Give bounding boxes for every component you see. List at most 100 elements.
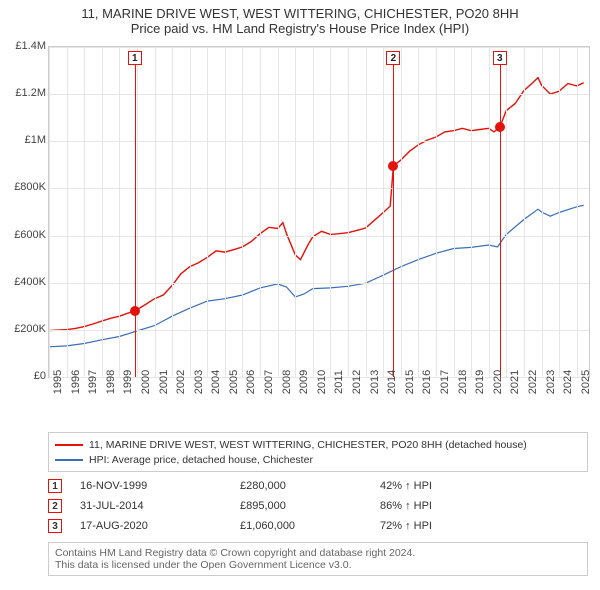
x-axis-label: 2014 [386, 370, 398, 394]
chart-plot-area: 123 [48, 46, 590, 378]
transaction-date: 17-AUG-2020 [80, 520, 240, 532]
x-axis-label: 2011 [333, 370, 345, 394]
footer-line: Contains HM Land Registry data © Crown c… [55, 547, 581, 559]
legend-row: 11, MARINE DRIVE WEST, WEST WITTERING, C… [55, 437, 581, 452]
marker-box: 1 [128, 51, 142, 65]
x-axis-label: 2005 [228, 370, 240, 394]
grid-line [313, 47, 314, 377]
x-axis-label: 2023 [545, 370, 557, 394]
title-line-2: Price paid vs. HM Land Registry's House … [0, 21, 600, 36]
grid-line [401, 47, 402, 377]
x-axis-label: 1996 [70, 370, 82, 394]
marker-dot [388, 161, 398, 171]
x-axis-label: 2000 [140, 370, 152, 394]
grid-line [418, 47, 419, 377]
footer-attribution: Contains HM Land Registry data © Crown c… [48, 542, 588, 576]
marker-dot [495, 122, 505, 132]
grid-line [559, 47, 560, 377]
grid-line [49, 330, 589, 331]
table-row: 1 16-NOV-1999 £280,000 42% ↑ HPI [48, 476, 588, 496]
series-line-property [49, 78, 584, 331]
transaction-marker: 3 [48, 519, 62, 533]
transactions-table: 1 16-NOV-1999 £280,000 42% ↑ HPI 2 31-JU… [48, 476, 588, 536]
y-axis-label: £800K [6, 181, 46, 193]
transaction-price: £1,060,000 [240, 520, 380, 532]
x-axis-label: 2017 [439, 370, 451, 394]
marker-vline [500, 65, 501, 377]
legend-row: HPI: Average price, detached house, Chic… [55, 452, 581, 467]
y-axis-label: £0 [6, 370, 46, 382]
table-row: 3 17-AUG-2020 £1,060,000 72% ↑ HPI [48, 516, 588, 536]
grid-line [260, 47, 261, 377]
grid-line [172, 47, 173, 377]
grid-line [436, 47, 437, 377]
grid-line [155, 47, 156, 377]
x-axis-label: 2022 [527, 370, 539, 394]
transaction-date: 16-NOV-1999 [80, 480, 240, 492]
x-axis-label: 2016 [421, 370, 433, 394]
grid-line [137, 47, 138, 377]
transaction-date: 31-JUL-2014 [80, 500, 240, 512]
x-axis-label: 1999 [122, 370, 134, 394]
series-line-hpi [49, 205, 584, 346]
x-axis-label: 2015 [404, 370, 416, 394]
marker-box: 2 [386, 51, 400, 65]
grid-line [489, 47, 490, 377]
y-axis-label: £200K [6, 323, 46, 335]
grid-line [119, 47, 120, 377]
x-axis-label: 2007 [263, 370, 275, 394]
transaction-pct: 86% ↑ HPI [380, 500, 588, 512]
x-axis-label: 2004 [210, 370, 222, 394]
legend-swatch [55, 444, 83, 446]
grid-line [454, 47, 455, 377]
transaction-pct: 72% ↑ HPI [380, 520, 588, 532]
chart-svg [49, 47, 589, 377]
marker-vline [393, 65, 394, 377]
grid-line [102, 47, 103, 377]
grid-line [49, 94, 589, 95]
transaction-price: £280,000 [240, 480, 380, 492]
legend-swatch [55, 459, 83, 461]
legend-box: 11, MARINE DRIVE WEST, WEST WITTERING, C… [48, 432, 588, 472]
y-axis-label: £1.4M [6, 40, 46, 52]
x-axis-label: 2003 [193, 370, 205, 394]
marker-dot [130, 306, 140, 316]
x-axis-label: 2012 [351, 370, 363, 394]
grid-line [225, 47, 226, 377]
legend-label: HPI: Average price, detached house, Chic… [89, 454, 313, 466]
grid-line [383, 47, 384, 377]
grid-line [348, 47, 349, 377]
x-axis-label: 1998 [105, 370, 117, 394]
table-row: 2 31-JUL-2014 £895,000 86% ↑ HPI [48, 496, 588, 516]
grid-line [67, 47, 68, 377]
x-axis-label: 2009 [298, 370, 310, 394]
grid-line [49, 47, 589, 48]
x-axis-label: 2025 [580, 370, 592, 394]
y-axis-label: £600K [6, 229, 46, 241]
grid-line [506, 47, 507, 377]
grid-line [577, 47, 578, 377]
grid-line [49, 283, 589, 284]
x-axis-label: 2018 [457, 370, 469, 394]
title-line-1: 11, MARINE DRIVE WEST, WEST WITTERING, C… [0, 6, 600, 21]
x-axis-label: 1995 [52, 370, 64, 394]
grid-line [242, 47, 243, 377]
footer-line: This data is licensed under the Open Gov… [55, 559, 581, 571]
transaction-pct: 42% ↑ HPI [380, 480, 588, 492]
y-axis-label: £1.2M [6, 87, 46, 99]
grid-line [49, 141, 589, 142]
x-axis-label: 2020 [492, 370, 504, 394]
grid-line [49, 47, 50, 377]
grid-line [471, 47, 472, 377]
marker-vline [135, 65, 136, 377]
grid-line [49, 188, 589, 189]
x-axis-label: 1997 [87, 370, 99, 394]
grid-line [330, 47, 331, 377]
grid-line [366, 47, 367, 377]
x-axis-label: 2006 [245, 370, 257, 394]
grid-line [49, 236, 589, 237]
grid-line [295, 47, 296, 377]
y-axis-label: £1M [6, 134, 46, 146]
transaction-price: £895,000 [240, 500, 380, 512]
x-axis-label: 2002 [175, 370, 187, 394]
